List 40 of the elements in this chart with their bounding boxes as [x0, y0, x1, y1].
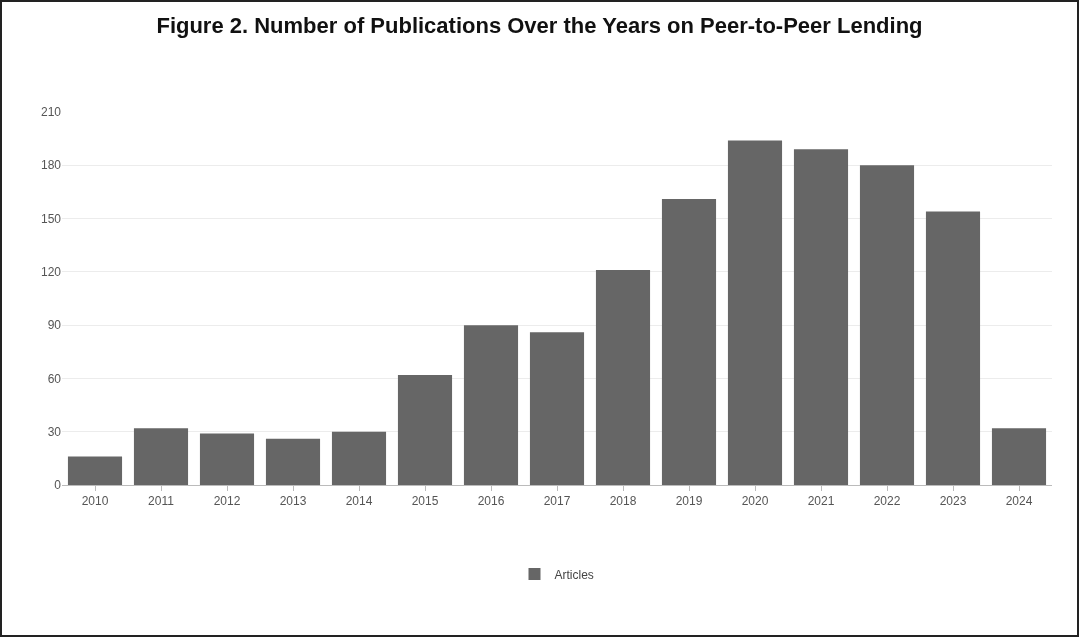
x-tick-label: 2014 [345, 494, 373, 509]
chart-title: Figure 2. Number of Publications Over the Years on Peer-to-Peer Lending [156, 13, 923, 39]
bar [661, 199, 717, 485]
bar [991, 428, 1047, 485]
bar [397, 374, 453, 485]
x-tick-label: 2016 [477, 494, 505, 509]
x-tick-label: 2010 [81, 494, 109, 509]
bar [925, 211, 981, 485]
bar [265, 438, 321, 485]
x-tick-label: 2023 [939, 494, 967, 509]
bar [199, 433, 255, 485]
bar [859, 165, 915, 485]
y-tick-label: 60 [47, 371, 62, 386]
x-tick-label: 2019 [675, 494, 703, 509]
x-tick-label: 2020 [741, 494, 769, 509]
legend-label: Articles [554, 567, 594, 582]
x-tick-label: 2021 [807, 494, 835, 509]
bar [529, 332, 585, 485]
y-tick-label: 30 [47, 424, 62, 439]
y-tick-label: 180 [40, 158, 62, 173]
y-tick-label: 0 [54, 478, 62, 493]
y-tick-label: 120 [40, 265, 62, 280]
x-tick-label: 2012 [213, 494, 241, 509]
bar [727, 140, 783, 485]
bar [133, 428, 189, 485]
x-tick-label: 2018 [609, 494, 637, 509]
x-tick-label: 2017 [543, 494, 571, 509]
x-tick-label: 2024 [1005, 494, 1033, 509]
x-tick-label: 2022 [873, 494, 901, 509]
bar [463, 325, 519, 485]
bar [67, 456, 123, 485]
bar [595, 270, 651, 485]
bar [331, 431, 387, 485]
y-tick-label: 90 [47, 318, 62, 333]
x-tick-label: 2015 [411, 494, 439, 509]
y-tick-label: 150 [40, 211, 62, 226]
y-tick-label: 210 [40, 105, 62, 120]
x-tick-label: 2011 [148, 494, 175, 509]
x-tick-label: 2013 [279, 494, 307, 509]
bar [793, 149, 849, 485]
